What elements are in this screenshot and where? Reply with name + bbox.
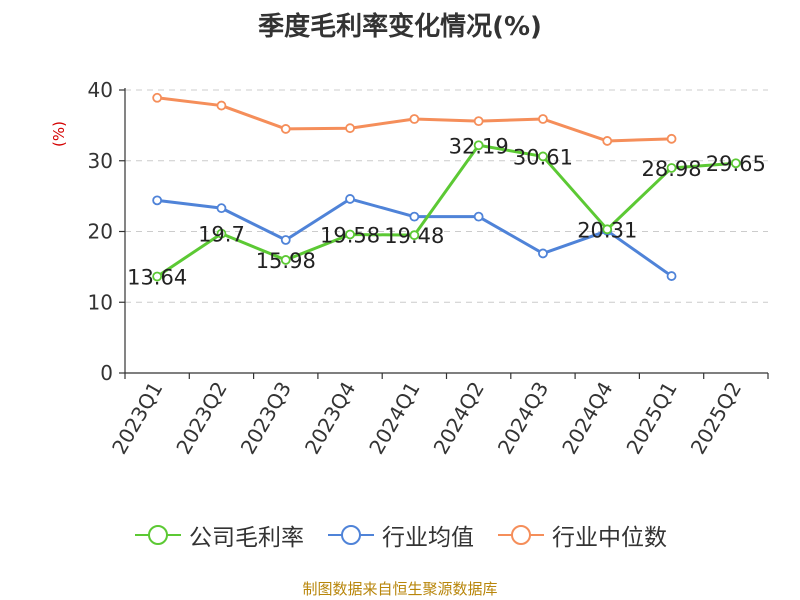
data-point [280, 124, 291, 134]
data-point [345, 194, 355, 204]
data-point [538, 114, 548, 124]
legend-label-industry-median: 行业中位数 [552, 525, 667, 551]
legend-label-company: 公司毛利率 [189, 525, 304, 551]
y-tick-label: 40 [88, 78, 113, 102]
data-point [473, 116, 484, 127]
x-tick-label: 2024Q2 [429, 378, 489, 459]
legend-swatch-company [135, 525, 181, 545]
data-point [345, 229, 355, 240]
data-point [473, 211, 484, 222]
data-point [730, 158, 741, 169]
legend-item-industry-mean[interactable]: 行业均值 [326, 518, 474, 552]
legend-item-company[interactable]: 公司毛利率 [133, 518, 304, 552]
legend: 公司毛利率 行业均值 行业中位数 [0, 518, 800, 552]
y-tick-label: 20 [88, 220, 113, 244]
data-label: 30.61 [513, 145, 573, 169]
legend-swatch-industry-mean [328, 525, 374, 545]
data-point [152, 271, 163, 282]
x-tick-label: 2023Q4 [300, 378, 360, 459]
chart-title: 季度毛利率变化情况(%) [258, 12, 542, 42]
legend-label-industry-mean: 行业均值 [382, 525, 474, 551]
x-tick-label: 2024Q1 [364, 378, 424, 459]
data-label: 19.48 [384, 224, 444, 248]
series-line [156, 143, 736, 278]
data-point [666, 133, 677, 144]
x-tick-label: 2024Q3 [493, 378, 553, 459]
x-tick-label: 2025Q2 [686, 378, 746, 459]
data-point [409, 230, 420, 241]
data-point [538, 151, 548, 162]
data-point [280, 255, 291, 265]
data-point [666, 163, 677, 173]
data-point [216, 203, 227, 214]
data-label: 29.65 [706, 152, 766, 176]
data-point [602, 224, 613, 235]
y-tick-label: 10 [88, 290, 113, 314]
data-point [473, 140, 484, 151]
data-label: 20.31 [577, 218, 637, 242]
data-label: 19.7 [198, 223, 245, 247]
data-label: 19.58 [320, 223, 380, 247]
x-tick-label: 2023Q1 [107, 378, 167, 459]
x-tick-label: 2024Q4 [557, 378, 617, 459]
data-label: 13.64 [127, 265, 187, 289]
x-tick-label: 2023Q2 [171, 378, 231, 459]
data-point [666, 271, 677, 281]
data-point [152, 92, 163, 103]
data-point [538, 248, 548, 259]
data-point [409, 211, 420, 222]
y-tick-label: 0 [100, 361, 113, 385]
legend-swatch-industry-median [498, 525, 544, 545]
x-tick-label: 2023Q3 [236, 378, 296, 459]
data-point [345, 123, 355, 134]
data-point [216, 100, 227, 111]
data-label: 32.19 [449, 134, 509, 158]
data-point [216, 228, 227, 239]
legend-item-industry-median[interactable]: 行业中位数 [496, 518, 667, 552]
data-point [280, 235, 291, 245]
y-tick-label: 30 [88, 149, 113, 173]
x-tick-label: 2025Q1 [621, 378, 681, 459]
data-point [409, 114, 420, 124]
data-label: 28.98 [641, 157, 701, 181]
data-source-note: 制图数据来自恒生聚源数据库 [302, 580, 498, 598]
data-point [152, 195, 163, 206]
data-point [602, 136, 613, 146]
data-label: 15.98 [256, 249, 316, 273]
